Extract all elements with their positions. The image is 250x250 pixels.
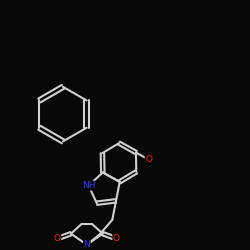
Text: O: O	[113, 234, 120, 243]
Text: N: N	[84, 240, 90, 249]
Text: O: O	[145, 155, 152, 164]
Text: O: O	[54, 234, 61, 243]
Text: NH: NH	[82, 181, 96, 190]
